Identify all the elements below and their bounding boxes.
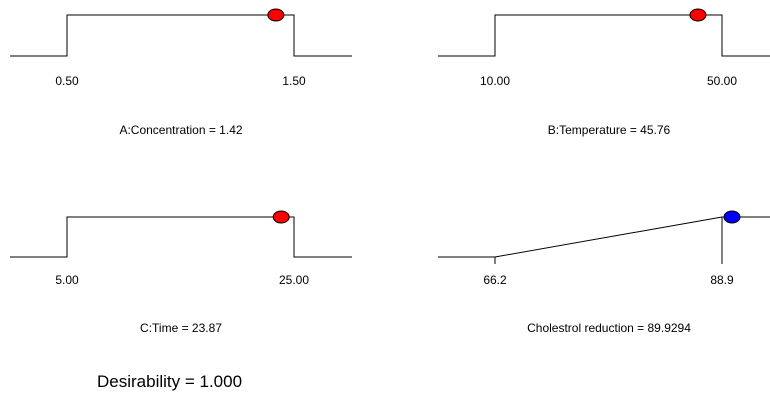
tick-low: 10.00: [479, 74, 511, 88]
setting-marker: [267, 8, 285, 22]
setting-marker: [689, 8, 707, 22]
tick-high: 1.50: [282, 74, 306, 88]
ramp-plot: [438, 210, 770, 264]
ramp-caption: Cholestrol reduction = 89.9294: [527, 321, 691, 335]
tick-low: 0.50: [55, 74, 79, 88]
tick-low: 66.2: [483, 273, 507, 287]
setting-marker: [272, 210, 290, 224]
tick-high: 50.00: [706, 74, 738, 88]
response-marker: [723, 210, 741, 224]
ramp-caption: B:Temperature = 45.76: [547, 123, 671, 137]
ramp-panel-concentration: 0.50 1.50 A:Concentration = 1.42: [10, 0, 352, 150]
ramp-panel-time: 5.00 25.00 C:Time = 23.87: [10, 200, 352, 350]
ramp-panel-temperature: 10.00 50.00 B:Temperature = 45.76: [438, 0, 770, 150]
ramp-caption: A:Concentration = 1.42: [119, 123, 243, 137]
ramp-plot: [10, 8, 352, 57]
desirability-curve: [10, 14, 352, 57]
ramp-caption: C:Time = 23.87: [140, 321, 222, 335]
desirability-curve: [438, 14, 770, 57]
ramp-panel-cholestrol-reduction: 66.2 88.9 Cholestrol reduction = 89.9294: [438, 200, 770, 350]
tick-high: 25.00: [278, 273, 310, 287]
tick-high: 88.9: [710, 273, 734, 287]
ramp-plot: [438, 8, 770, 57]
desirability-label: Desirability = 1.000: [97, 372, 243, 391]
ramp-plot: [10, 210, 352, 258]
desirability-curve: [438, 216, 770, 258]
desirability-curve: [10, 216, 352, 258]
tick-low: 5.00: [55, 273, 79, 287]
